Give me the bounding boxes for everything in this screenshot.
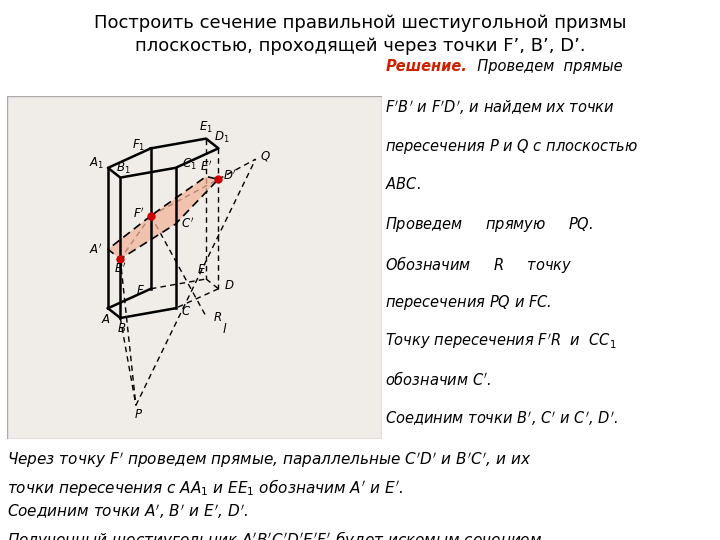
Text: $E_1$: $E_1$: [199, 120, 213, 135]
Text: $F$: $F$: [135, 284, 145, 297]
Text: $E$: $E$: [197, 263, 206, 276]
FancyBboxPatch shape: [7, 96, 382, 439]
Text: Проведем     прямую     $PQ$.: Проведем прямую $PQ$.: [385, 215, 593, 234]
Text: Соединим точки $A'$, $B'$ и $E'$, $D'$.: Соединим точки $A'$, $B'$ и $E'$, $D'$.: [7, 503, 248, 521]
Text: $F'B'$ и $F'D'$, и найдем их точки: $F'B'$ и $F'D'$, и найдем их точки: [385, 98, 615, 117]
Text: $l$: $l$: [222, 322, 228, 336]
Text: $D_1$: $D_1$: [214, 130, 229, 145]
Text: Точку пересечения $F'R$  и  $CC_1$: Точку пересечения $F'R$ и $CC_1$: [385, 332, 617, 351]
Text: $B$: $B$: [117, 322, 127, 335]
Text: пересечения $PQ$ и $FC$.: пересечения $PQ$ и $FC$.: [385, 293, 552, 312]
Text: обозначим $C'$.: обозначим $C'$.: [385, 370, 492, 388]
Text: Проведем  прямые: Проведем прямые: [468, 59, 623, 75]
Text: $Q$: $Q$: [259, 149, 270, 163]
Text: Полученный шестиугольник $A'B'C'D'E'F'$ будет искомым сечением.: Полученный шестиугольник $A'B'C'D'E'F'$ …: [7, 529, 546, 540]
Text: $F_1$: $F_1$: [132, 138, 145, 153]
Text: пересечения $P$ и $Q$ с плоскостью: пересечения $P$ и $Q$ с плоскостью: [385, 137, 638, 156]
Text: $R$: $R$: [213, 311, 222, 324]
Text: $C$: $C$: [181, 305, 192, 318]
Text: Решение.: Решение.: [385, 59, 467, 75]
Text: $D$: $D$: [224, 279, 235, 292]
Text: Соединим точки $B'$, $C'$ и $C'$, $D'$.: Соединим точки $B'$, $C'$ и $C'$, $D'$.: [385, 409, 618, 428]
Text: Обозначим     $R$     точку: Обозначим $R$ точку: [385, 254, 572, 275]
Text: $B_1$: $B_1$: [116, 161, 131, 176]
Text: $C'$: $C'$: [181, 217, 194, 231]
Text: точки пересечения с $AA_1$ и $EE_1$ обозначим $A'$ и $E'$.: точки пересечения с $AA_1$ и $EE_1$ обоз…: [7, 477, 403, 498]
Text: $ABC$.: $ABC$.: [385, 176, 421, 192]
Text: Через точку $F'$ проведем прямые, параллельные $C'D'$ и $B'C'$, и их: Через точку $F'$ проведем прямые, паралл…: [7, 451, 531, 470]
Text: $F'$: $F'$: [133, 207, 145, 221]
Text: Построить сечение правильной шестиугольной призмы
плоскостью, проходящей через т: Построить сечение правильной шестиугольн…: [94, 14, 626, 55]
Polygon shape: [108, 177, 218, 259]
Text: $B'$: $B'$: [114, 262, 127, 276]
Text: $A'$: $A'$: [89, 242, 103, 256]
Text: $C_1$: $C_1$: [182, 157, 197, 172]
Text: $E'$: $E'$: [200, 159, 212, 174]
Text: $A_1$: $A_1$: [89, 156, 104, 171]
Text: $A$: $A$: [102, 313, 112, 326]
Text: $P$: $P$: [135, 408, 143, 421]
Text: $D'$: $D'$: [223, 169, 238, 184]
